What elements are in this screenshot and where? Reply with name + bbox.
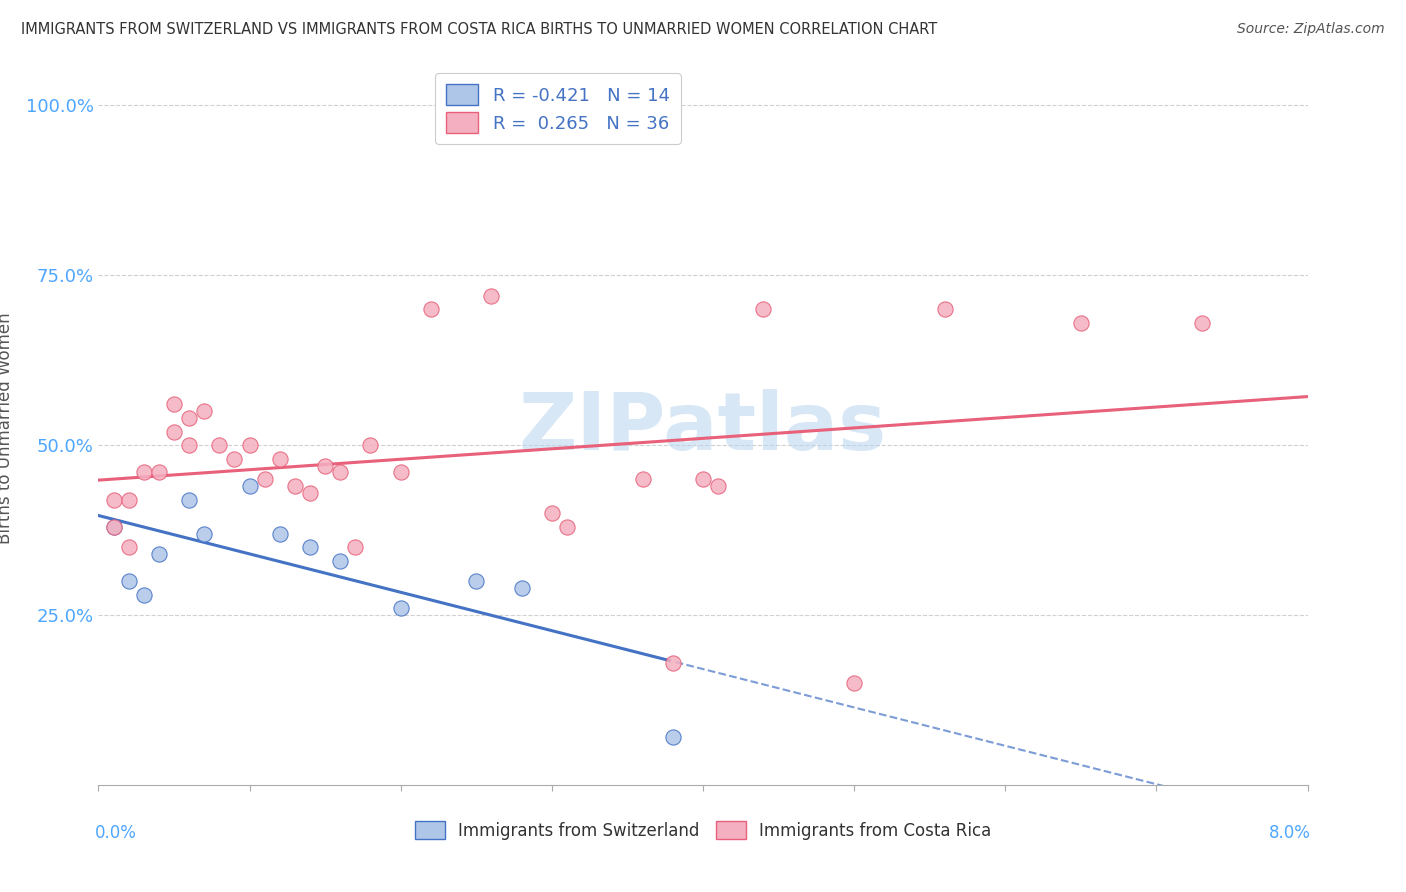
Point xyxy=(118,540,141,554)
Point xyxy=(132,466,155,480)
Point xyxy=(103,519,125,533)
Point xyxy=(360,438,382,452)
Point xyxy=(481,288,503,302)
Point xyxy=(224,451,246,466)
Point xyxy=(269,451,291,466)
Point xyxy=(420,302,443,317)
Point xyxy=(103,492,125,507)
Point xyxy=(193,526,215,541)
Point xyxy=(389,601,412,615)
Point xyxy=(752,302,775,317)
Point xyxy=(631,472,654,486)
Point xyxy=(179,411,201,425)
Point xyxy=(465,574,488,588)
Point xyxy=(193,404,215,418)
Point xyxy=(314,458,336,473)
Y-axis label: Births to Unmarried Women: Births to Unmarried Women xyxy=(0,312,14,544)
Point xyxy=(540,506,562,520)
Point xyxy=(344,540,367,554)
Point xyxy=(132,588,155,602)
Point xyxy=(299,485,322,500)
Point xyxy=(118,492,141,507)
Point xyxy=(1191,316,1213,330)
Point xyxy=(253,472,276,486)
Text: IMMIGRANTS FROM SWITZERLAND VS IMMIGRANTS FROM COSTA RICA BIRTHS TO UNMARRIED WO: IMMIGRANTS FROM SWITZERLAND VS IMMIGRANT… xyxy=(21,22,938,37)
Point xyxy=(707,479,730,493)
Point xyxy=(661,656,683,670)
Point xyxy=(389,466,412,480)
Point xyxy=(661,731,683,745)
Point xyxy=(284,479,307,493)
Point xyxy=(844,676,866,690)
Point xyxy=(239,438,262,452)
Point xyxy=(239,479,262,493)
Point xyxy=(510,581,533,595)
Point xyxy=(269,526,291,541)
Point xyxy=(208,438,231,452)
Text: ZIPatlas: ZIPatlas xyxy=(519,389,887,467)
Point xyxy=(692,472,714,486)
Point xyxy=(179,492,201,507)
Point xyxy=(118,574,141,588)
Point xyxy=(299,540,322,554)
Legend: Immigrants from Switzerland, Immigrants from Costa Rica: Immigrants from Switzerland, Immigrants … xyxy=(406,814,1000,848)
Point xyxy=(329,466,352,480)
Text: 8.0%: 8.0% xyxy=(1270,824,1312,842)
Point xyxy=(163,397,186,411)
Point xyxy=(1070,316,1092,330)
Text: 0.0%: 0.0% xyxy=(94,824,136,842)
Point xyxy=(329,554,352,568)
Point xyxy=(148,466,170,480)
Point xyxy=(148,547,170,561)
Point xyxy=(163,425,186,439)
Point xyxy=(555,519,578,533)
Point xyxy=(103,519,125,533)
Point xyxy=(179,438,201,452)
Point xyxy=(934,302,956,317)
Text: Source: ZipAtlas.com: Source: ZipAtlas.com xyxy=(1237,22,1385,37)
